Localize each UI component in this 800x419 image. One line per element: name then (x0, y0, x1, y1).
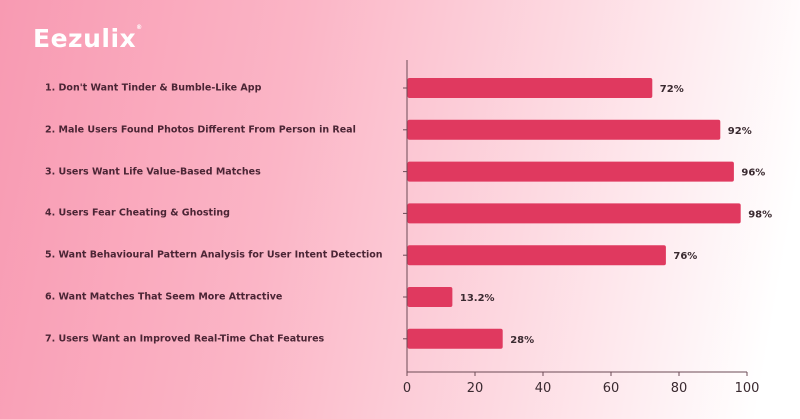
brand-logo: Eezulix® (33, 24, 143, 53)
category-label: 5. Want Behavioural Pattern Analysis for… (45, 249, 383, 261)
x-tick-label: 40 (535, 381, 552, 396)
bar (407, 287, 453, 307)
x-tick-label: 0 (403, 381, 411, 396)
category-label: 2. Male Users Found Photos Different Fro… (45, 124, 356, 136)
brand-name: Eezulix (33, 24, 137, 53)
category-label: 1. Don't Want Tinder & Bumble-Like App (45, 82, 262, 94)
data-label: 92% (728, 126, 752, 137)
bar (407, 245, 666, 266)
x-tick-label: 20 (467, 381, 484, 396)
registered-mark: ® (136, 24, 143, 31)
category-label: 7. Users Want an Improved Real-Time Chat… (45, 333, 325, 345)
data-label: 28% (510, 335, 534, 346)
data-label: 76% (673, 251, 697, 262)
x-tick-label: 100 (735, 381, 760, 396)
data-label: 13.2% (460, 293, 495, 304)
data-label: 96% (741, 168, 765, 179)
x-tick-label: 80 (671, 381, 688, 396)
category-label: 6. Want Matches That Seem More Attractiv… (45, 291, 283, 303)
bar (407, 328, 503, 349)
bar (407, 161, 734, 182)
category-label: 4. Users Fear Cheating & Ghosting (45, 207, 230, 219)
bar (407, 78, 653, 98)
bar (407, 203, 741, 224)
data-label: 98% (748, 209, 772, 220)
category-label: 3. Users Want Life Value-Based Matches (45, 166, 261, 178)
data-label: 72% (660, 84, 684, 95)
bar (407, 119, 721, 140)
x-tick-label: 60 (603, 381, 620, 396)
